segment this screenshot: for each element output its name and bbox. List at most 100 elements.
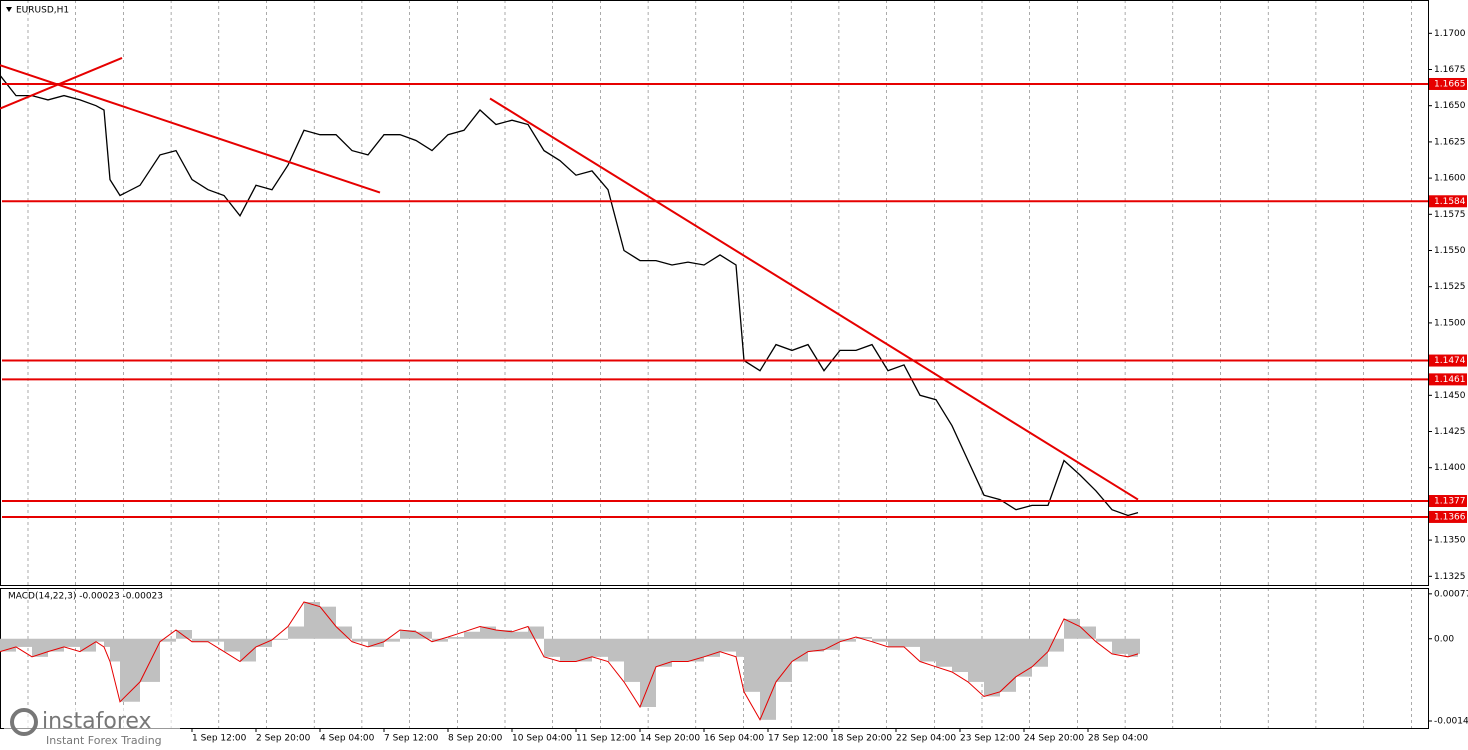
macd-bar (608, 638, 624, 662)
price-line (0, 74, 1139, 517)
y-tick-label: 1.1450 (1434, 391, 1466, 401)
macd-bar (224, 638, 240, 652)
macd-bar (528, 626, 544, 639)
macd-bar (576, 638, 592, 662)
macd-bar (16, 638, 32, 647)
macd-bar (1048, 638, 1064, 652)
macd-bar (672, 638, 688, 662)
macd-bar (96, 638, 104, 642)
macd-bar (400, 630, 416, 639)
y-tick-label: 0.00077 (1434, 589, 1468, 599)
macd-bar (744, 638, 760, 692)
level-label-box (1429, 77, 1467, 90)
x-tick-label: 2 Sep 20:00 (256, 734, 311, 744)
macd-bar (120, 638, 140, 702)
level-label-box (1429, 495, 1467, 508)
macd-bar (840, 638, 856, 642)
macd-bar (936, 638, 952, 667)
y-tick-label: 1.1675 (1434, 65, 1466, 75)
macd-frame (0, 588, 1429, 729)
watermark-tagline: Instant Forex Trading (46, 734, 162, 747)
x-tick-label: 7 Sep 12:00 (384, 734, 439, 744)
macd-bar (624, 638, 640, 682)
macd-bar (1032, 638, 1048, 667)
macd-bar (512, 631, 528, 639)
level-label: 1.1665 (1434, 79, 1466, 89)
x-tick-label: 24 Sep 20:00 (1024, 734, 1084, 744)
level-label-box (1429, 354, 1467, 367)
macd-bar (904, 638, 920, 647)
macd-title: MACD(14,22,3) -0.00023 -0.00023 (8, 592, 163, 602)
y-tick-label: 1.1600 (1434, 174, 1466, 184)
x-tick-label: 8 Sep 20:00 (448, 734, 503, 744)
macd-bar (448, 637, 464, 639)
macd-bar (968, 638, 984, 682)
macd-bar (496, 630, 512, 639)
macd-bar (368, 638, 384, 647)
x-tick-label: 4 Sep 04:00 (320, 734, 375, 744)
macd-bar (920, 638, 936, 662)
y-tick-label: 1.1625 (1434, 137, 1466, 147)
macd-bar (384, 638, 400, 642)
macd-bar (416, 631, 432, 639)
grid (27, 0, 1412, 728)
watermark: instaforex Instant Forex Trading (4, 706, 180, 748)
macd-signal-line (0, 601, 1139, 721)
macd-bar (110, 638, 120, 662)
macd-bar (176, 630, 192, 639)
x-tick-label: 16 Sep 04:00 (704, 734, 764, 744)
level-label-box (1429, 373, 1467, 386)
x-tick-label: 11 Sep 12:00 (576, 734, 636, 744)
x-tick-label: 28 Sep 04:00 (1088, 734, 1148, 744)
x-tick-label: 10 Sep 04:00 (512, 734, 572, 744)
price-frame (0, 0, 1429, 586)
macd-bar (872, 638, 888, 642)
macd-bar (640, 638, 656, 707)
y-tick-label: 1.1575 (1434, 210, 1466, 220)
macd-bar (720, 638, 736, 652)
level-label: 1.1366 (1434, 512, 1466, 522)
level-label: 1.1584 (1434, 197, 1466, 207)
macd-bar (544, 638, 560, 657)
y-tick-label: 1.1350 (1434, 536, 1466, 546)
y-tick-label: 1.1325 (1434, 572, 1466, 582)
watermark-brand: instaforex (42, 709, 152, 734)
macd-bar (856, 637, 872, 639)
macd-bar (104, 638, 110, 647)
macd-bar (952, 638, 968, 672)
x-tick-label: 1 Sep 12:00 (192, 734, 247, 744)
watermark-logo (10, 708, 38, 736)
macd-bar (208, 638, 224, 642)
x-tick-label: 22 Sep 04:00 (896, 734, 956, 744)
macd-bar (792, 638, 808, 662)
macd-bar (432, 638, 448, 642)
y-tick-label: 1.1525 (1434, 282, 1466, 292)
level-label: 1.1377 (1434, 497, 1466, 507)
macd-bar (656, 638, 672, 667)
macd-bar (1138, 638, 1140, 654)
trendline (0, 64, 381, 194)
macd-bar (1112, 638, 1128, 654)
chart-title: EURUSD,H1 (16, 6, 69, 16)
macd-bar (1096, 638, 1112, 642)
macd-bar (160, 638, 176, 642)
x-tick-label: 23 Sep 12:00 (960, 734, 1020, 744)
macd-bar (688, 638, 704, 662)
y-tick-label: 1.1650 (1434, 101, 1466, 111)
macd-bar (240, 638, 256, 662)
y-tick-label: 0.00 (1434, 634, 1454, 644)
x-tick-label: 14 Sep 20:00 (640, 734, 700, 744)
macd-bar (808, 638, 824, 652)
macd-bar (760, 638, 776, 720)
y-tick-label: 1.1400 (1434, 463, 1466, 473)
macd-bar (984, 638, 1000, 697)
symbol-arrow (6, 7, 12, 12)
macd-bar (1064, 618, 1080, 639)
macd-bar (824, 638, 840, 650)
macd-bar (560, 638, 576, 662)
macd-bar (776, 638, 792, 682)
trendline (0, 56, 123, 110)
